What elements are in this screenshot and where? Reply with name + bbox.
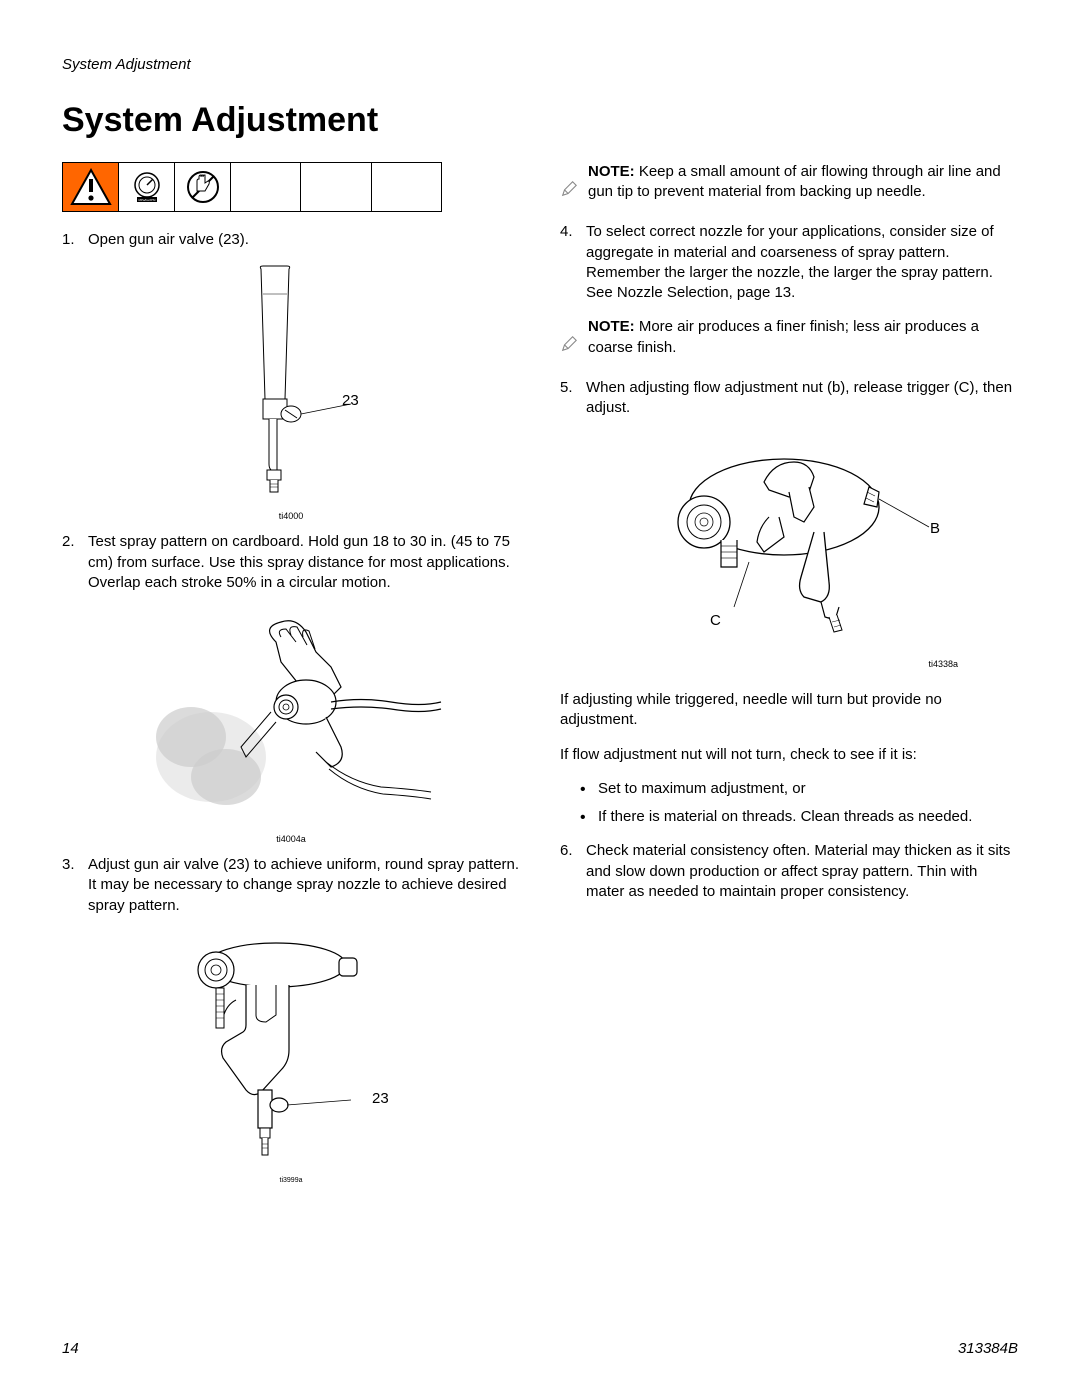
fig3-callout-23: 23	[372, 1090, 389, 1107]
bullet-2: If there is material on threads. Clean t…	[580, 807, 1018, 827]
fig3-caption: ti3999a	[62, 1177, 520, 1184]
bullet-1: Set to maximum adjustment, or	[580, 779, 1018, 799]
right-column: NOTE: Keep a small amount of air flowing…	[560, 162, 1018, 1198]
figure-2: ti4004a	[62, 607, 520, 837]
fig4-caption: ti4338a	[560, 659, 1018, 669]
left-column: MPa/bar/PSI Open gun air valve (23).	[62, 162, 520, 1198]
warning-blank-2	[301, 163, 371, 211]
svg-text:MPa/bar/PSI: MPa/bar/PSI	[138, 198, 155, 202]
pressure-gauge-icon: MPa/bar/PSI	[119, 163, 175, 211]
warning-icon-row: MPa/bar/PSI	[62, 162, 442, 212]
figure-4: B C ti4338a	[560, 432, 1018, 672]
warning-blank-3	[372, 163, 441, 211]
note-2-text: NOTE: More air produces a finer finish; …	[588, 317, 1018, 359]
no-hand-icon	[175, 163, 231, 211]
note-1-text: NOTE: Keep a small amount of air flowing…	[588, 162, 1018, 204]
step-4: To select correct nozzle for your applic…	[560, 222, 1018, 303]
fig2-caption: ti4004a	[62, 834, 520, 844]
right-steps-6: Check material consistency often. Materi…	[560, 841, 1018, 902]
fig4-callout-c: C	[710, 612, 721, 629]
step-1: Open gun air valve (23).	[62, 230, 520, 250]
page-number: 14	[62, 1340, 79, 1357]
para-flow-nut: If flow adjustment nut will not turn, ch…	[560, 745, 1018, 765]
note-2: NOTE: More air produces a finer finish; …	[560, 317, 1018, 359]
figure-3: 23 ti3999a	[62, 930, 520, 1180]
step-5: When adjusting flow adjustment nut (b), …	[560, 378, 1018, 419]
step-6: Check material consistency often. Materi…	[560, 841, 1018, 902]
fig4-callout-b: B	[930, 520, 940, 537]
bullet-list: Set to maximum adjustment, or If there i…	[560, 779, 1018, 828]
warning-blank-1	[231, 163, 301, 211]
right-steps-5: When adjusting flow adjustment nut (b), …	[560, 378, 1018, 419]
page-title: System Adjustment	[62, 101, 1018, 140]
left-steps-3: Adjust gun air valve (23) to achieve uni…	[62, 855, 520, 916]
figure-1: 23 ti4000	[62, 264, 520, 514]
doc-number: 313384B	[958, 1340, 1018, 1357]
page-footer: 14 313384B	[62, 1340, 1018, 1357]
pencil-icon	[560, 162, 580, 204]
left-steps: Open gun air valve (23).	[62, 230, 520, 250]
left-steps-2: Test spray pattern on cardboard. Hold gu…	[62, 532, 520, 593]
fig1-callout-23: 23	[342, 392, 359, 409]
warning-triangle-icon	[63, 163, 119, 211]
content-columns: MPa/bar/PSI Open gun air valve (23).	[62, 162, 1018, 1198]
fig1-caption: ti4000	[62, 511, 520, 521]
running-header: System Adjustment	[62, 56, 1018, 73]
step-3: Adjust gun air valve (23) to achieve uni…	[62, 855, 520, 916]
step-2: Test spray pattern on cardboard. Hold gu…	[62, 532, 520, 593]
right-steps-4: To select correct nozzle for your applic…	[560, 222, 1018, 303]
note-1: NOTE: Keep a small amount of air flowing…	[560, 162, 1018, 204]
para-trigger: If adjusting while triggered, needle wil…	[560, 690, 1018, 731]
pencil-icon	[560, 317, 580, 359]
